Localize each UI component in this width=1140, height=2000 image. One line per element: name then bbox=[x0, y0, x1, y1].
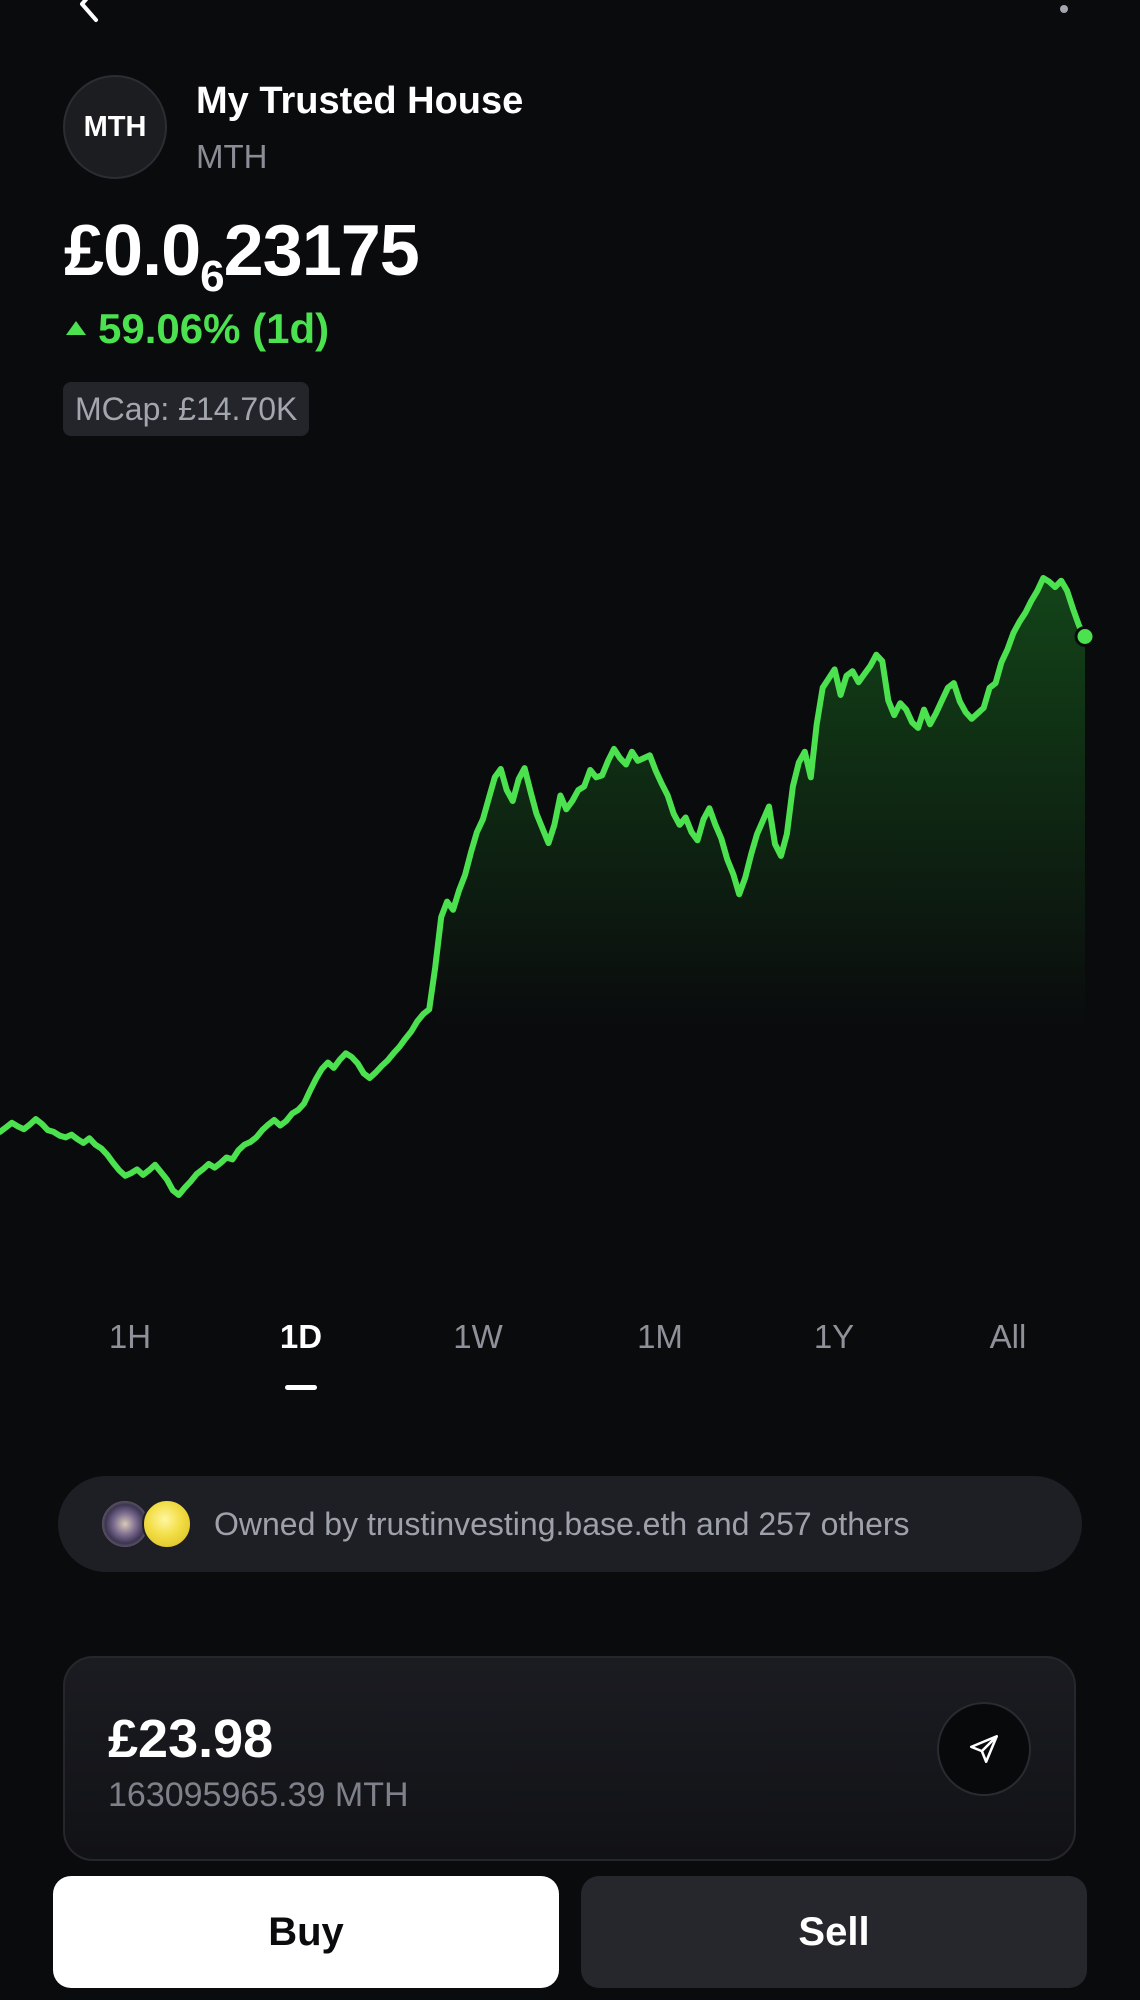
price-change-text: 59.06% (1d) bbox=[98, 305, 330, 352]
owner-avatars bbox=[100, 1499, 194, 1549]
tab-1y[interactable]: 1Y bbox=[813, 1318, 855, 1355]
token-symbol: MTH bbox=[196, 138, 268, 175]
active-tab-indicator bbox=[285, 1385, 317, 1390]
sell-button[interactable]: Sell bbox=[581, 1876, 1087, 1988]
tab-1w[interactable]: 1W bbox=[453, 1318, 503, 1355]
back-button[interactable] bbox=[70, 0, 110, 26]
owner-avatar bbox=[142, 1499, 192, 1549]
token-price: £0.0623175 bbox=[64, 210, 420, 302]
chevron-left-icon bbox=[80, 0, 98, 22]
owners-pill[interactable]: Owned by trustinvesting.base.eth and 257… bbox=[58, 1476, 1082, 1572]
send-button[interactable] bbox=[937, 1702, 1031, 1796]
balance-value: £23.98 bbox=[108, 1709, 274, 1769]
balance-card bbox=[63, 1656, 1076, 1861]
more-vertical-icon bbox=[1060, 5, 1068, 13]
owners-text: Owned by trustinvesting.base.eth and 257… bbox=[214, 1505, 910, 1542]
timeframe-tabs: 1H 1D 1W 1M 1Y All bbox=[60, 1318, 1060, 1378]
price-change: 59.06% (1d) bbox=[66, 305, 329, 353]
send-icon bbox=[969, 1734, 999, 1764]
tab-1m[interactable]: 1M bbox=[637, 1318, 683, 1355]
price-line bbox=[0, 575, 1088, 1198]
price-area-fill bbox=[435, 578, 1085, 1220]
tab-1h[interactable]: 1H bbox=[108, 1318, 152, 1355]
current-price-dot bbox=[1074, 626, 1096, 647]
price-chart[interactable] bbox=[0, 560, 1140, 1220]
triangle-up-icon bbox=[66, 321, 86, 335]
token-avatar: MTH bbox=[63, 75, 167, 179]
price-digits: 23175 bbox=[223, 211, 420, 291]
tab-1d[interactable]: 1D bbox=[279, 1318, 323, 1355]
more-options-button[interactable] bbox=[1052, 0, 1076, 24]
price-subscript-zeros: 6 bbox=[200, 252, 225, 301]
price-prefix: £0.0 bbox=[64, 211, 201, 291]
buy-button[interactable]: Buy bbox=[53, 1876, 559, 1988]
token-name: My Trusted House bbox=[196, 80, 524, 122]
balance-token-amount: 163095965.39 MTH bbox=[108, 1776, 409, 1814]
market-cap-badge: MCap: £14.70K bbox=[63, 382, 310, 436]
tab-all[interactable]: All bbox=[989, 1318, 1027, 1355]
